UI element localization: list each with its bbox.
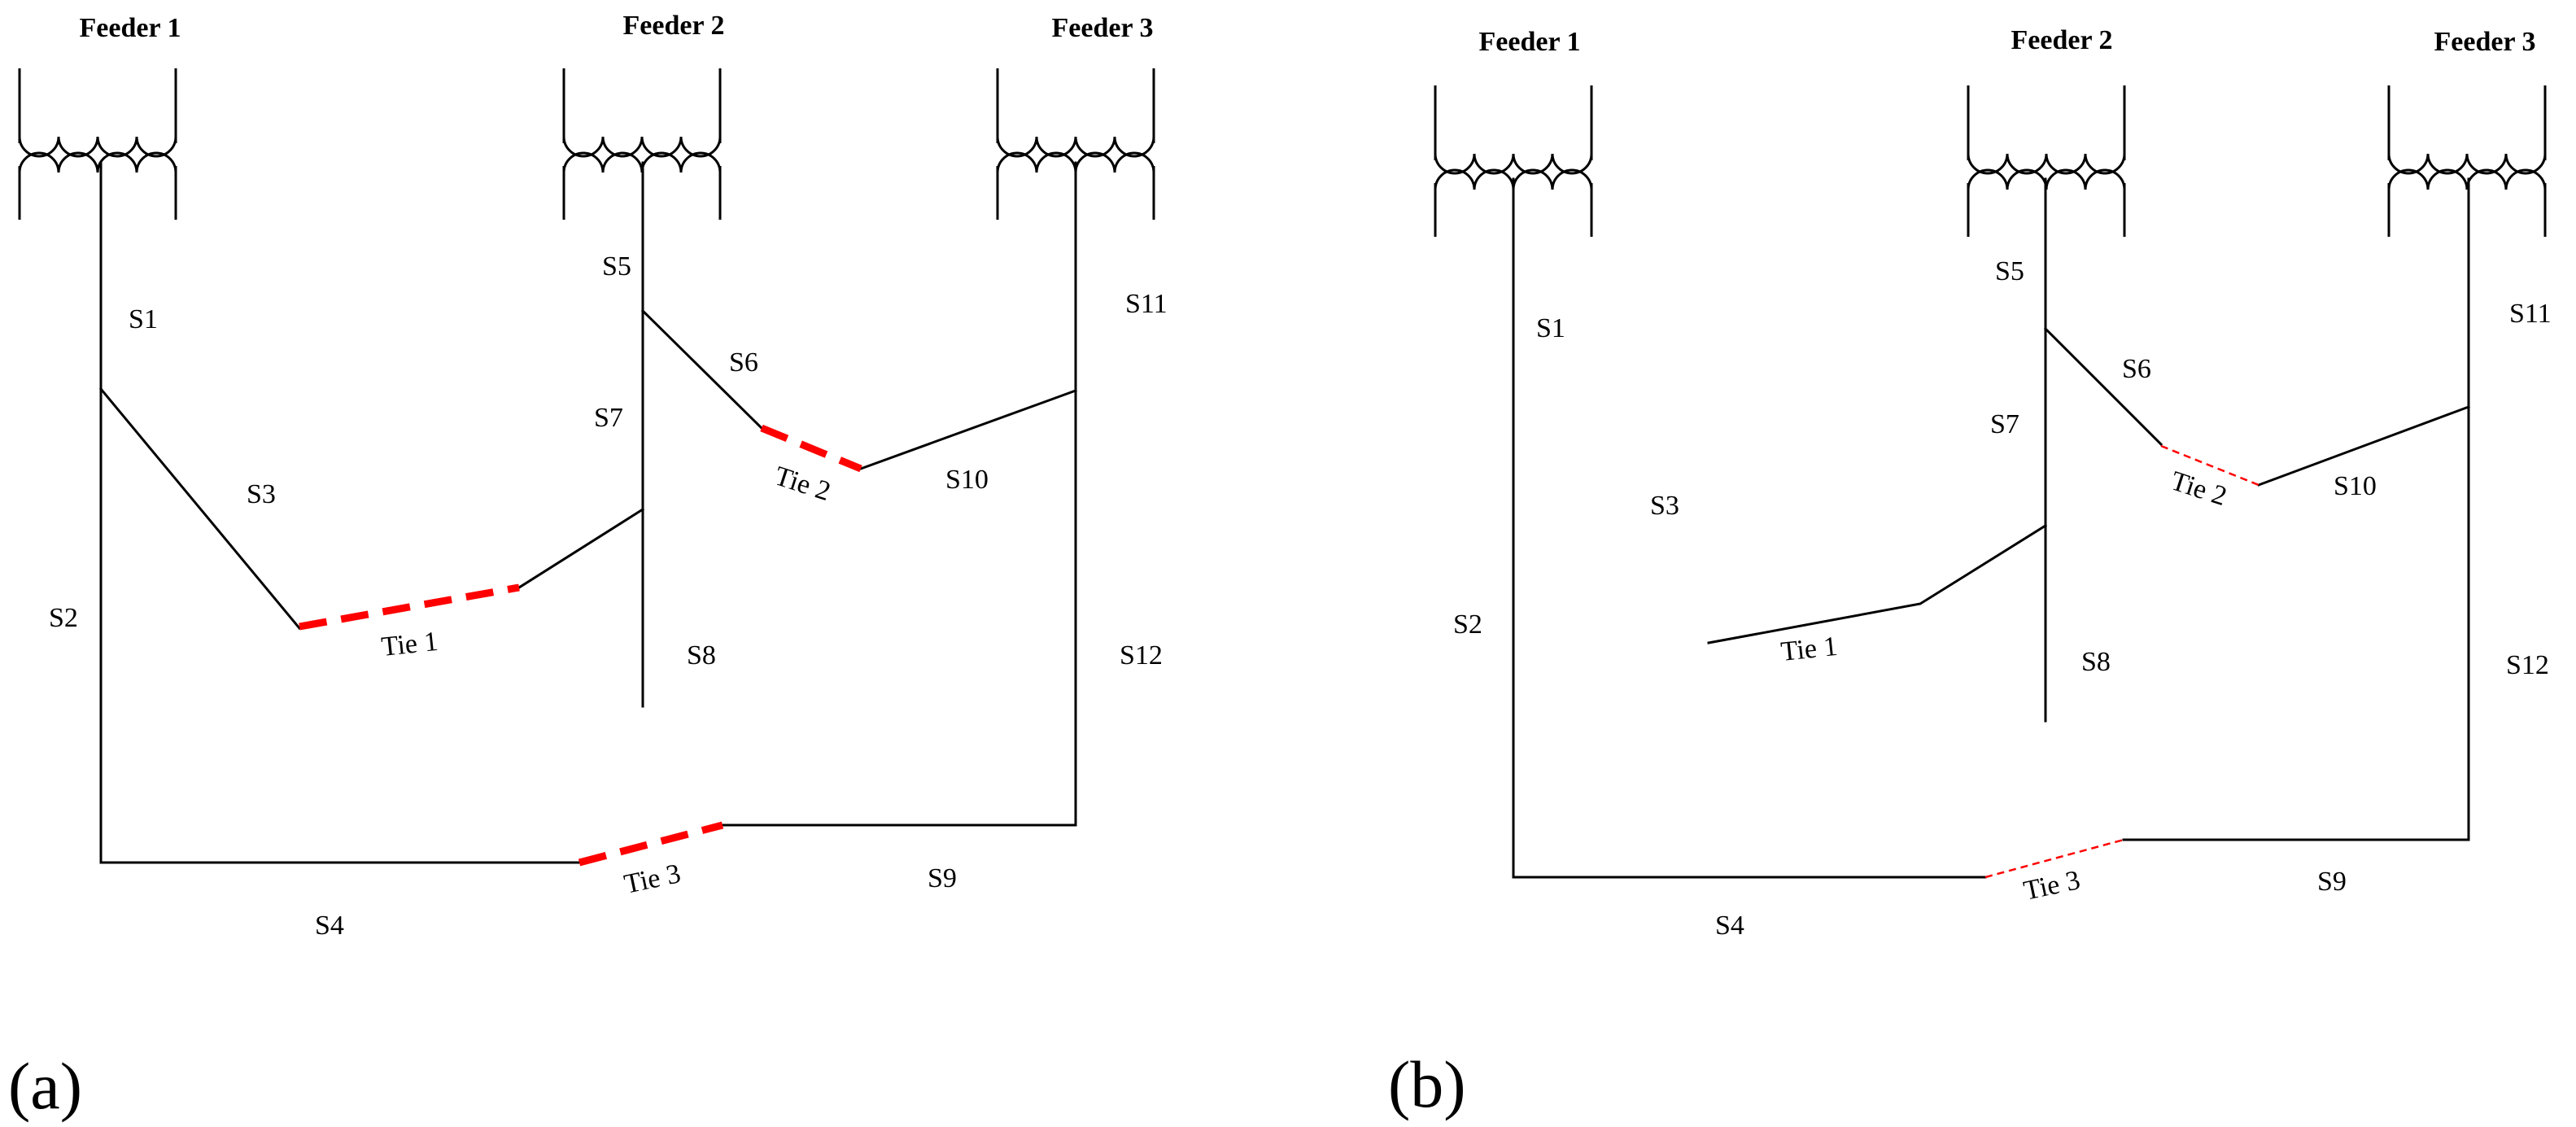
tie-2-label: Tie 2 <box>771 461 835 507</box>
section-label-s12: S12 <box>1120 640 1163 671</box>
feeder-2-label: Feeder 2 <box>623 11 725 41</box>
section-label-s1: S1 <box>129 304 158 334</box>
section-label-s8: S8 <box>687 640 716 671</box>
section-label-s12: S12 <box>2506 650 2549 680</box>
tie-1-switch <box>299 583 520 631</box>
panel-a: Feeder 1 Feeder 2 Feeder 3 S1 S2 S3 S4 S… <box>8 11 1168 1123</box>
panel-a-label: (a) <box>8 1049 82 1123</box>
section-label-s3: S3 <box>1650 491 1679 521</box>
section-label-s11: S11 <box>2509 299 2552 329</box>
feeder-2-label: Feeder 2 <box>2011 25 2113 55</box>
section-label-s7: S7 <box>1990 409 2019 439</box>
section-label-s9: S9 <box>2317 867 2347 897</box>
section-label-s10: S10 <box>945 465 989 495</box>
section-label-s8: S8 <box>2081 647 2111 677</box>
feeder-2-branch-s6 <box>640 308 764 430</box>
tie-3-switch <box>578 821 724 867</box>
tie-1-label: Tie 1 <box>380 627 439 662</box>
section-label-s4: S4 <box>315 911 344 941</box>
feeder-1-label: Feeder 1 <box>1479 27 1581 57</box>
section-label-s7: S7 <box>594 403 623 433</box>
feeder-3-line <box>721 161 1077 827</box>
section-label-s3: S3 <box>247 479 276 509</box>
tie-2-switch <box>760 424 862 473</box>
tie-2-label: Tie 2 <box>2168 465 2231 512</box>
feeder-1-branch-s3 <box>98 387 302 631</box>
tie-2-switch <box>2160 444 2259 487</box>
section-label-s1: S1 <box>1536 313 1565 343</box>
tie-3-label: Tie 3 <box>622 858 683 900</box>
feeder-2-branch-s6 <box>2043 326 2163 447</box>
section-label-s6: S6 <box>729 347 758 378</box>
section-label-s2: S2 <box>49 603 78 633</box>
section-label-s2: S2 <box>1453 609 1482 640</box>
feeder-3-transformer <box>2387 85 2547 237</box>
feeder-1-line <box>1512 177 1987 879</box>
section-label-s9: S9 <box>928 863 957 893</box>
feeder-3-label: Feeder 3 <box>1052 13 1154 43</box>
feeder-3-branch-s10 <box>2257 405 2470 487</box>
feeder-2-branch-tie1 <box>1707 523 2048 644</box>
section-label-s5: S5 <box>1995 256 2024 286</box>
tie-3-label: Tie 3 <box>2021 865 2083 906</box>
panel-b: Feeder 1 Feeder 2 Feeder 3 S1 S2 S3 S4 S… <box>1388 25 2552 1121</box>
feeder-1-label: Feeder 1 <box>80 13 181 43</box>
feeder-1-transformer <box>18 68 177 220</box>
section-label-s10: S10 <box>2334 471 2377 501</box>
feeder-1-line <box>99 161 581 864</box>
feeder-3-branch-s10 <box>859 389 1077 470</box>
feeder-3-label: Feeder 3 <box>2434 27 2536 57</box>
feeder-3-line <box>2122 177 2470 841</box>
section-label-s6: S6 <box>2122 354 2151 384</box>
feeder-2-branch-tie1 <box>517 507 645 590</box>
panel-b-label: (b) <box>1388 1047 1466 1121</box>
tie-1-label: Tie 1 <box>1779 631 1839 667</box>
section-label-s4: S4 <box>1715 911 1744 941</box>
section-label-s5: S5 <box>602 251 631 282</box>
section-label-s11: S11 <box>1125 289 1168 319</box>
